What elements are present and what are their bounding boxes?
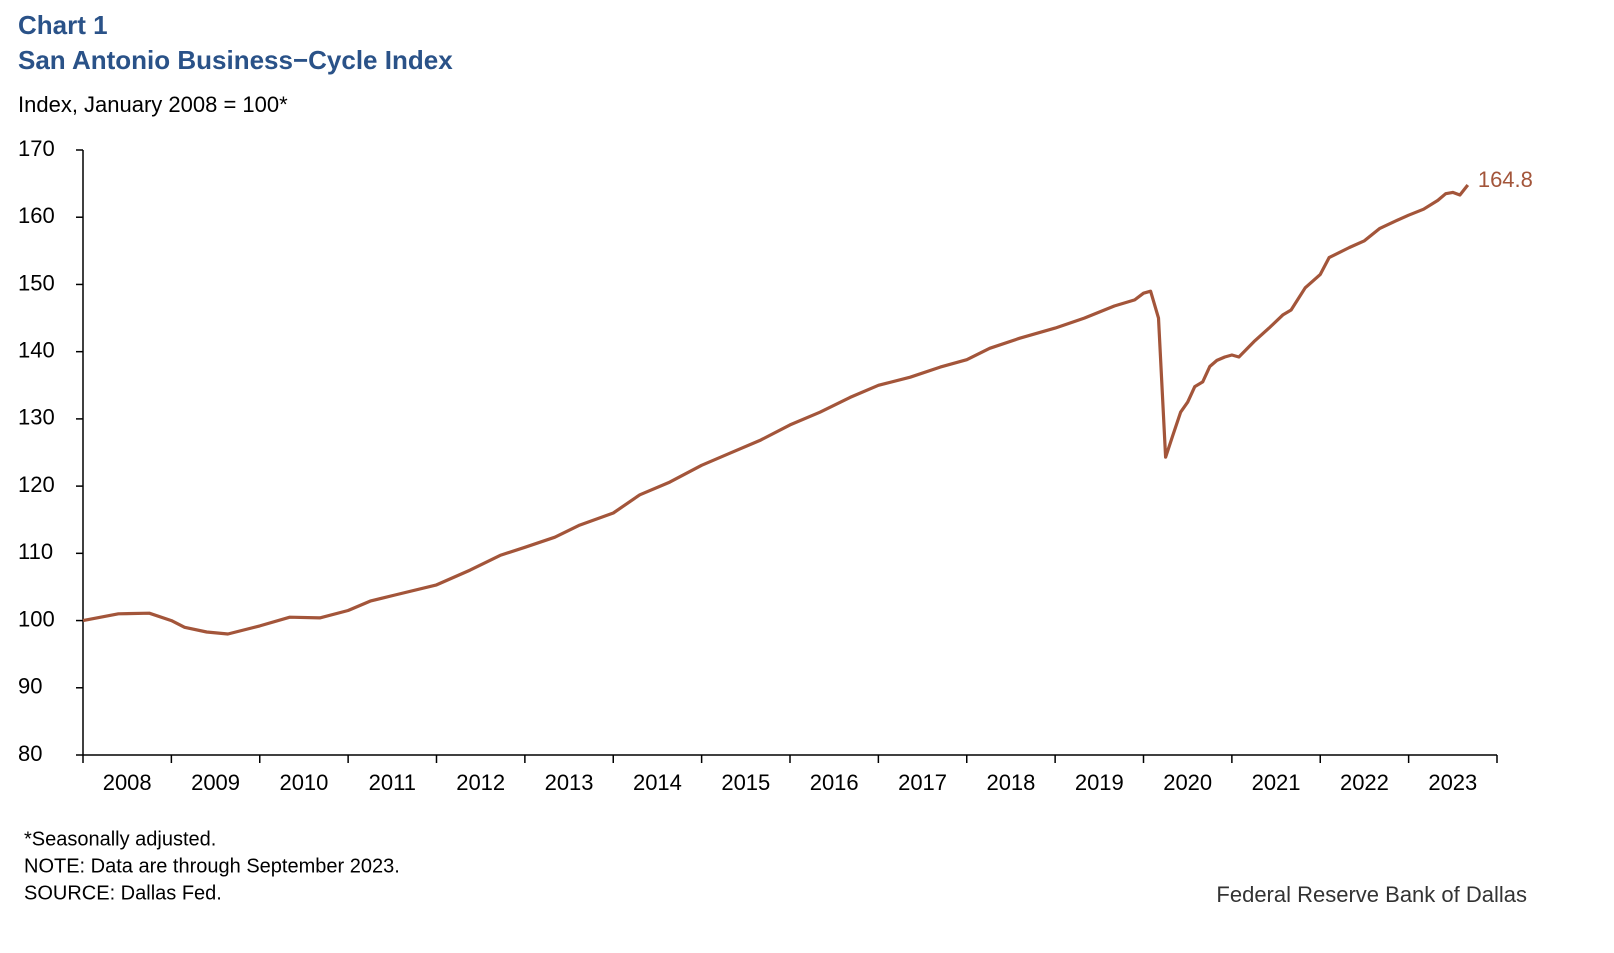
y-tick-label: 140: [18, 337, 55, 362]
x-tick-label: 2015: [721, 770, 770, 795]
line-series: [82, 184, 1470, 636]
x-tick-label: 2011: [369, 770, 416, 795]
x-tick-label: 2012: [456, 770, 505, 795]
x-tick-label: 2013: [545, 770, 594, 795]
x-tick-label: 2020: [1163, 770, 1212, 795]
y-tick-label: 170: [18, 136, 55, 161]
end-label: 164.8: [1478, 167, 1533, 192]
y-tick-label: 150: [18, 270, 55, 295]
x-tick-label: 2019: [1075, 770, 1124, 795]
y-tick-label: 80: [18, 741, 42, 766]
x-tick-label: 2017: [898, 770, 947, 795]
x-tick-label: 2016: [810, 770, 859, 795]
x-tick-label: 2021: [1252, 770, 1301, 795]
x-tick-label: 2009: [191, 770, 240, 795]
y-axis-label: Index, January 2008 = 100*: [18, 92, 288, 117]
x-tick-label: 2023: [1428, 770, 1477, 795]
x-tick-label: 2018: [986, 770, 1035, 795]
y-tick-label: 100: [18, 606, 55, 631]
y-tick-label: 160: [18, 203, 55, 228]
footnote: SOURCE: Dallas Fed.: [24, 882, 222, 904]
chart-title: Chart 1: [18, 10, 108, 40]
footnote: NOTE: Data are through September 2023.: [24, 855, 400, 877]
x-tick-label: 2008: [103, 770, 152, 795]
y-tick-label: 110: [18, 539, 53, 564]
footnote: *Seasonally adjusted.: [24, 828, 216, 850]
y-tick-label: 120: [18, 472, 55, 497]
y-tick-label: 130: [18, 405, 55, 430]
brand: Federal Reserve Bank of Dallas: [1216, 882, 1527, 907]
y-tick-label: 90: [18, 674, 42, 699]
chart-subtitle: San Antonio Business−Cycle Index: [18, 45, 453, 75]
x-tick-label: 2014: [633, 770, 682, 795]
x-tick-label: 2022: [1340, 770, 1389, 795]
x-tick-label: 2010: [279, 770, 328, 795]
